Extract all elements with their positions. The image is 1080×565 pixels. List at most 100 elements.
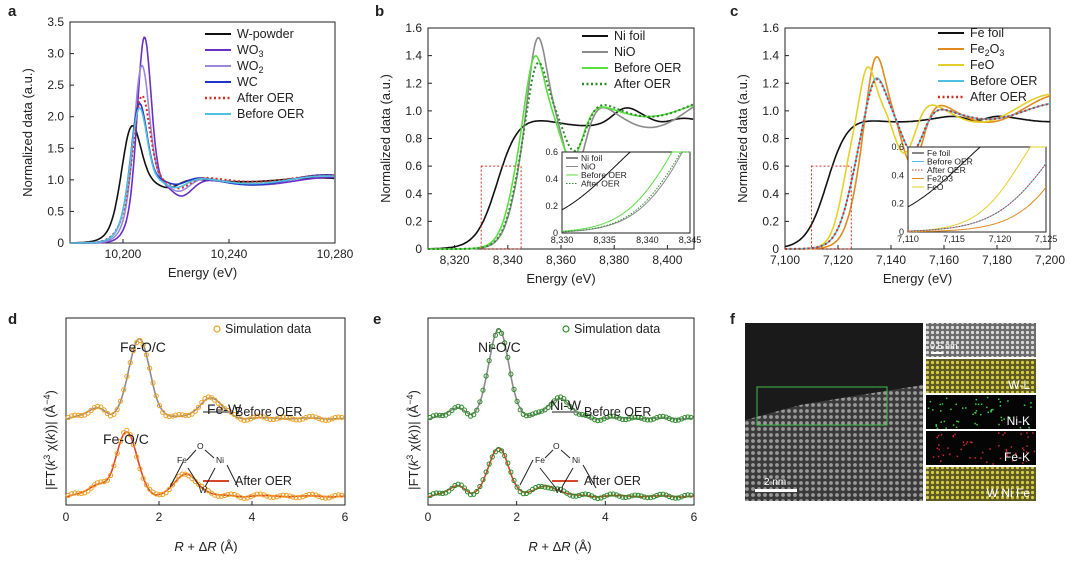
signal-pixel [981,451,984,454]
signal-pixel [1000,416,1002,419]
y-tick-label-b: 1.6 [405,21,422,35]
legend-label-sim-e: Simulation data [574,322,660,336]
signal-pixel [1005,450,1008,452]
sim-data-point-d [98,404,104,410]
sim-data-point-e [433,490,439,496]
sim-data-point-d [303,492,309,499]
signal-pixel [937,455,940,458]
sim-data-point-e [436,412,443,418]
signal-pixel [947,447,949,449]
inset-series-line-b [562,151,690,233]
y-tick-label-c: 0.6 [762,159,779,173]
x-tick-label-b: 8,380 [599,253,629,267]
x-tick-label-e: 4 [602,510,609,524]
legend-label-a: WO3 [237,43,264,59]
sim-data-point-e [592,417,598,423]
sim-data-point-d [143,482,149,488]
signal-pixel [1011,460,1014,462]
legend-label-sim-d: Simulation data [225,322,311,336]
y-tick-label-a: 1.5 [47,141,64,155]
sim-data-point-d [179,412,185,418]
sim-data-point-e [616,493,623,499]
sim-data-point-d [290,494,296,500]
sim-data-point-e [679,416,685,422]
sim-data-point-d [156,403,163,409]
xlabel-d: R + ΔR (Å) [174,539,237,554]
sim-data-point-e [675,495,682,501]
sim-data-point-d [280,492,286,498]
signal-pixel [974,411,976,414]
chart-e: 0 2 4 6 Simulation data Before OER After OER [425,317,698,524]
sim-data-point-e [629,415,635,421]
y-tick-label-b: 1.2 [405,76,422,90]
signal-pixel [957,421,960,423]
inset-x-tick-label-b: 8,340 [636,235,659,245]
sim-data-point-d [114,406,120,413]
inset-y-tick-label-b: 0.4 [545,174,558,184]
sim-data-point-e [486,358,492,364]
sim-data-point-d [85,410,91,416]
signal-pixel [1030,406,1032,408]
legend-label-c: FeO [970,58,995,72]
scale-bar-inset-label: 0.5 nm [930,341,958,351]
signal-pixel [940,421,942,423]
sim-data-point-e [685,414,691,420]
signal-pixel [945,427,947,429]
sim-data-point-e [654,415,660,421]
zoom-region-b [480,165,522,250]
sim-data-point-e [629,493,635,499]
inset-y-tick-label-b: 0 [553,228,558,238]
sim-data-point-e [666,493,672,499]
signal-pixel [942,454,945,456]
microscopy-panel: 2 nm 0.5 nm W-L Ni-K Fe-K W Ni Fe [745,323,1036,501]
sim-data-point-d [163,490,169,496]
x-tick-label-c: 7,100 [770,253,800,267]
sim-data-point-e [455,481,461,487]
signal-pixel [986,406,988,409]
sim-data-point-e [669,417,675,423]
signal-pixel [962,441,965,443]
sim-data-point-e [511,477,517,484]
x-tick-label-b: 8,340 [493,253,523,267]
x-axis-label-a: Energy (eV) [168,265,237,280]
sim-data-point-d [228,491,234,497]
xlabel-e: R + ΔR (Å) [528,539,591,554]
sim-data-point-e [508,371,514,377]
signal-pixel [1019,427,1022,429]
signal-pixel [980,457,982,459]
sim-data-point-d [303,415,309,421]
legend-label-a: Before OER [237,107,304,121]
crystal-region [745,385,923,501]
signal-pixel [936,447,939,450]
sim-data-point-d [274,416,280,422]
sim-data-point-d [205,488,211,494]
signal-pixel [999,405,1002,407]
legend-label-b: Before OER [614,61,681,75]
plot-frame-e [427,317,695,506]
series-line-c [785,78,1051,250]
sim-data-point-d [75,412,81,418]
w-atom-label-d: W [199,485,207,495]
sim-data-point-e [530,411,536,417]
sim-data-point-d [339,414,345,420]
signal-pixel [1006,453,1008,455]
panel-label-d: d [8,311,17,328]
signal-pixel [929,400,932,403]
signal-pixel [975,410,978,412]
x-tick-label-e: 6 [691,510,698,524]
sim-data-point-e [539,483,545,490]
sim-data-point-d [241,495,247,502]
x-tick-label-b: 8,320 [440,253,470,267]
sim-data-point-d [222,492,228,499]
y-tick-label-c: 0 [772,242,779,256]
series-line-c [785,66,1051,250]
series-line-a [70,36,335,244]
signal-pixel [1015,452,1017,455]
sim-data-point-d [218,493,224,499]
sim-data-point-d [290,416,296,422]
sim-data-point-d [215,493,221,499]
sim-data-point-e [626,494,632,500]
plot-frame-a [69,21,336,244]
sim-data-point-e [480,387,486,393]
